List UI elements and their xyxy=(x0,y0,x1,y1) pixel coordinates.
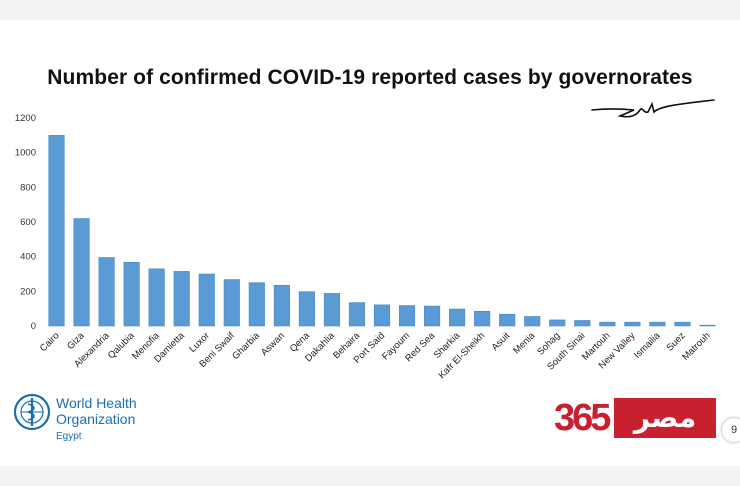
y-tick-label: 0 xyxy=(31,321,36,332)
bar-qalubia xyxy=(123,261,140,327)
x-tick-label: Gharbia xyxy=(230,330,262,362)
bar-south-sinai xyxy=(574,320,591,327)
y-tick-label: 600 xyxy=(20,217,36,228)
bar-kafr-el-sheikh xyxy=(474,310,491,327)
y-tick-label: 200 xyxy=(20,286,36,297)
bar-behaira xyxy=(348,302,366,327)
bar-menia xyxy=(524,316,541,327)
page-number: 9 xyxy=(722,418,740,442)
bar-gharbia xyxy=(248,282,265,327)
bar-red-sea xyxy=(424,305,441,327)
bar-damietta xyxy=(173,271,190,327)
y-tick-label: 1000 xyxy=(15,148,36,159)
bar-dakahlia xyxy=(323,293,340,327)
bar-fayoum xyxy=(398,305,416,327)
bar-luxor xyxy=(198,273,215,327)
handwritten-signature xyxy=(591,99,715,118)
bar-suez xyxy=(674,321,691,327)
who-country: Egypt xyxy=(56,431,82,442)
x-tick-label: Aswan xyxy=(259,330,287,358)
who-emblem-icon xyxy=(13,393,51,431)
x-tick-label: Cairo xyxy=(38,330,62,354)
bar-sohag xyxy=(549,319,566,327)
x-tick-label: Asuit xyxy=(490,330,513,353)
bar-menofia xyxy=(148,268,165,327)
masr365-number: 365 xyxy=(554,397,611,439)
masr365-logo: 365 مصر xyxy=(554,396,716,440)
frame-bottom-margin xyxy=(0,466,740,486)
x-tick-label: Giza xyxy=(65,330,87,352)
x-axis-labels: Cairo GizaAlexandriaQalubiaMenofiaDamiett… xyxy=(38,330,713,381)
bar-matrouh xyxy=(699,324,716,327)
bar-ismailia xyxy=(649,321,666,327)
bar-alexandria xyxy=(98,257,115,327)
chart-title: Number of confirmed COVID-19 reported ca… xyxy=(47,66,693,89)
bar-beni-swaif xyxy=(223,279,240,327)
bar-sharkia xyxy=(449,308,466,327)
bar-cairo xyxy=(48,135,65,327)
bar-aswan xyxy=(273,284,290,327)
y-tick-label: 800 xyxy=(20,182,36,193)
who-name-line2: Organization xyxy=(56,411,136,427)
who-name-line1: World Health xyxy=(56,395,137,411)
frame-top-margin xyxy=(0,0,740,20)
bar-giza xyxy=(73,218,90,327)
bar-asuit xyxy=(499,313,516,327)
y-tick-label: 400 xyxy=(20,252,36,263)
y-tick-label: 1200 xyxy=(15,113,36,124)
bars xyxy=(48,135,716,327)
x-tick-label: Ismailia xyxy=(632,330,663,361)
masr365-word: مصر xyxy=(614,398,716,438)
bar-new-valley xyxy=(624,321,641,327)
y-axis: 0 200 400 600 800 1000 1200 xyxy=(15,113,36,332)
x-tick-label: Matrouh xyxy=(680,330,712,362)
bar-martouh xyxy=(599,321,616,327)
bar-qena xyxy=(298,291,315,327)
bar-port-said xyxy=(373,304,391,327)
x-tick-label: Menia xyxy=(511,330,538,357)
who-logo: World Health Organization Egypt xyxy=(12,390,152,448)
